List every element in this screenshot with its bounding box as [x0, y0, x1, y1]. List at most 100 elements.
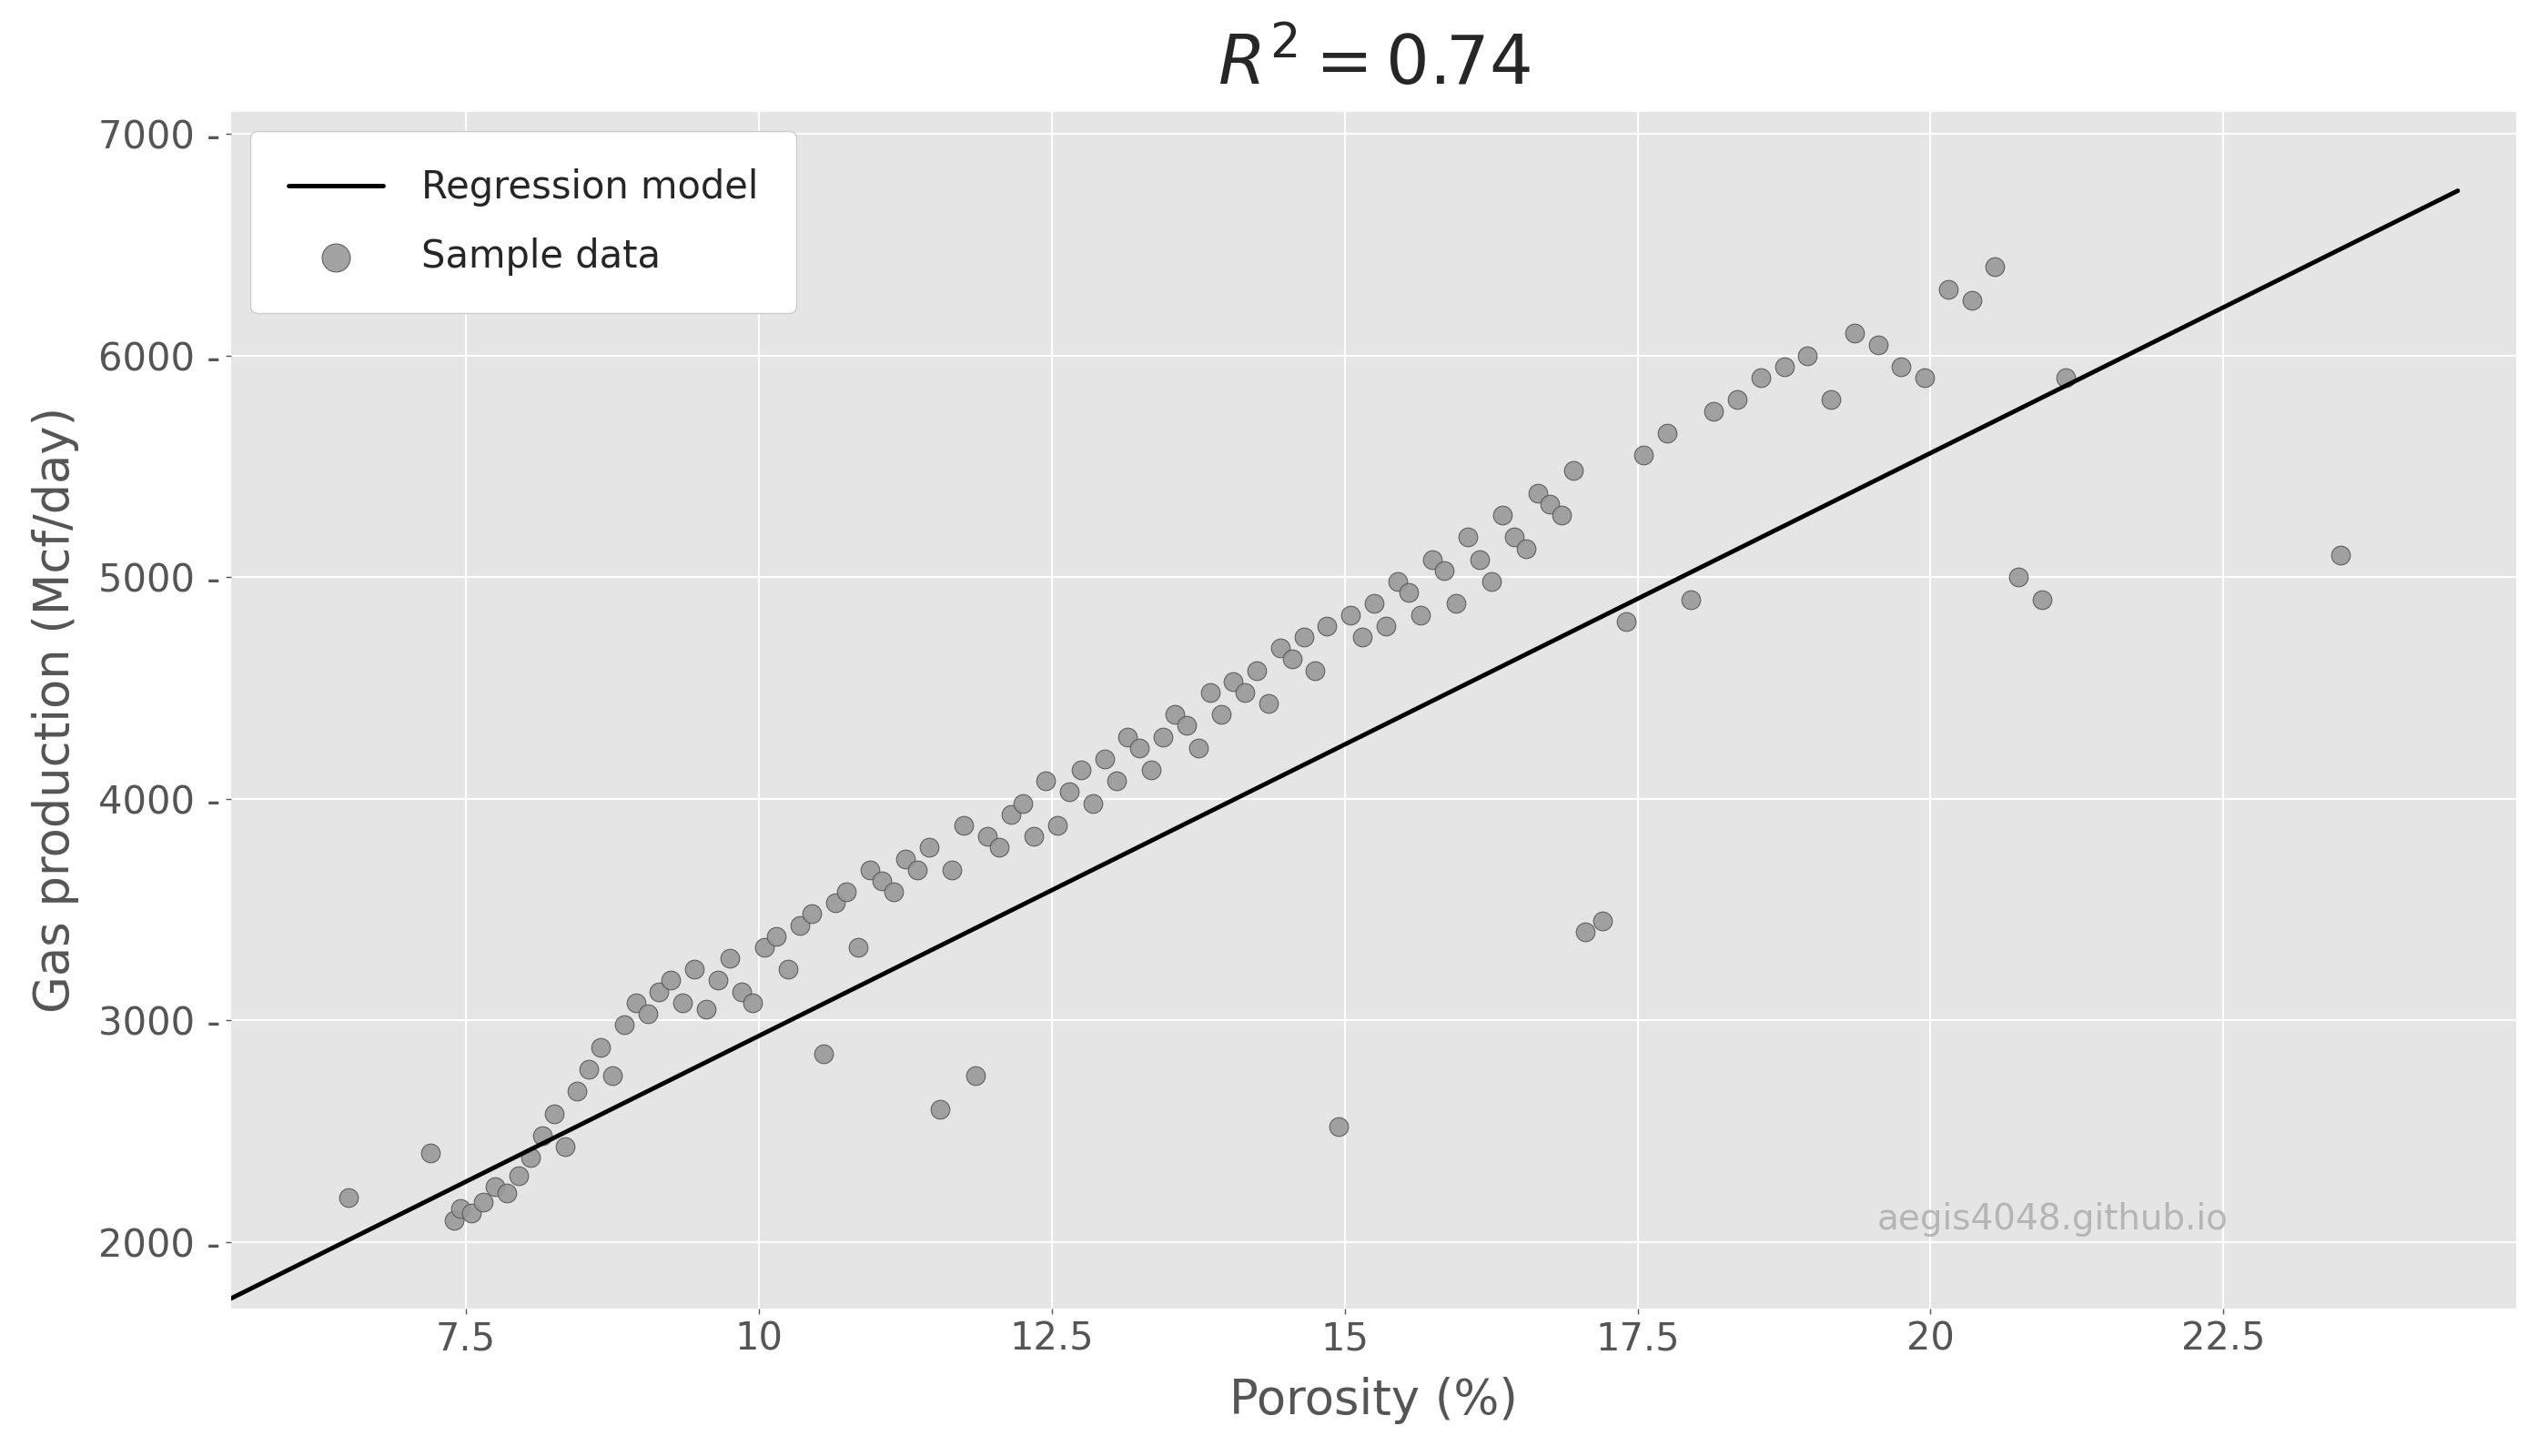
Sample data	[1929, 278, 1970, 301]
Sample data	[734, 992, 775, 1015]
Sample data	[1317, 1115, 1358, 1139]
Sample data	[1050, 780, 1091, 804]
Sample data	[1694, 399, 1735, 422]
Sample data	[1213, 670, 1254, 693]
Sample data	[650, 968, 691, 992]
Sample data	[978, 836, 1019, 859]
Sample data	[1412, 547, 1452, 571]
Sample data	[907, 836, 948, 859]
Sample data	[1014, 824, 1055, 847]
Sample data	[640, 980, 680, 1003]
Title: $R^2 = 0.74$: $R^2 = 0.74$	[1218, 32, 1531, 99]
Sample data	[1669, 588, 1710, 612]
Sample data	[329, 1187, 369, 1210]
Sample data	[1460, 547, 1501, 571]
Sample data	[1605, 610, 1646, 633]
Sample data	[627, 1002, 668, 1025]
Sample data	[1998, 565, 2038, 588]
Sample data	[2321, 543, 2362, 566]
Sample data	[1506, 537, 1547, 561]
Sample data	[1108, 725, 1149, 748]
Sample data	[1249, 692, 1289, 715]
Sample data	[1857, 333, 1898, 357]
Sample data	[433, 1208, 474, 1232]
Sample data	[451, 1201, 492, 1224]
Sample data	[1236, 658, 1277, 681]
Sample data	[1424, 559, 1465, 582]
Sample data	[558, 1080, 599, 1104]
Sample data	[1552, 459, 1592, 482]
Sample data	[522, 1124, 563, 1147]
Sample data	[1582, 909, 1623, 932]
Sample data	[1073, 792, 1113, 815]
Sample data	[1470, 569, 1511, 593]
Sample data	[1763, 355, 1804, 379]
Sample data	[708, 946, 749, 970]
Sample data	[2021, 588, 2061, 612]
Sample data	[1142, 725, 1182, 748]
Sample data	[441, 1197, 482, 1220]
Sample data	[545, 1136, 586, 1159]
Sample data	[591, 1064, 632, 1088]
Sample data	[1001, 792, 1042, 815]
Sample data	[943, 814, 984, 837]
Sample data	[780, 913, 820, 936]
Sample data	[744, 936, 785, 960]
Sample data	[1271, 648, 1312, 671]
Sample data	[1880, 355, 1921, 379]
Sample data	[1519, 482, 1559, 505]
Sample data	[1330, 603, 1371, 626]
Sample data	[1401, 603, 1442, 626]
Sample data	[1307, 614, 1348, 638]
Sample data	[1131, 759, 1172, 782]
Sample data	[675, 958, 716, 981]
Sample data	[1024, 769, 1065, 792]
Sample data	[897, 858, 938, 881]
Sample data	[767, 958, 808, 981]
Sample data	[1493, 526, 1534, 549]
Sample data	[662, 992, 703, 1015]
Y-axis label: Gas production (Mcf/day): Gas production (Mcf/day)	[31, 408, 79, 1013]
Sample data	[464, 1191, 505, 1214]
Sample data	[698, 968, 739, 992]
Sample data	[499, 1163, 540, 1187]
Sample data	[410, 1142, 451, 1165]
Sample data	[1376, 569, 1417, 593]
Sample data	[1226, 681, 1266, 705]
Sample data	[1542, 504, 1582, 527]
Sample data	[1167, 713, 1208, 737]
Sample data	[1564, 920, 1605, 943]
Sample data	[1740, 365, 1781, 389]
Sample data	[487, 1182, 527, 1206]
Sample data	[1083, 747, 1124, 770]
Sample data	[815, 891, 856, 914]
Sample data	[1903, 365, 1944, 389]
Sample data	[1529, 492, 1570, 515]
Sample data	[604, 1013, 645, 1037]
Sample data	[1119, 737, 1159, 760]
Sample data	[1284, 625, 1325, 648]
X-axis label: Porosity (%): Porosity (%)	[1231, 1377, 1519, 1424]
Sample data	[884, 847, 925, 871]
Sample data	[1060, 759, 1101, 782]
Sample data	[966, 824, 1006, 847]
Sample data	[933, 858, 973, 881]
Sample data	[721, 980, 762, 1003]
Sample data	[874, 881, 915, 904]
Sample data	[1096, 769, 1136, 792]
Sample data	[991, 802, 1032, 826]
Sample data	[1952, 288, 1993, 312]
Sample data	[1037, 814, 1078, 837]
Sample data	[826, 881, 866, 904]
Sample data	[956, 1064, 996, 1088]
Sample data	[1975, 255, 2015, 278]
Sample data	[1294, 658, 1335, 681]
Sample data	[1786, 344, 1827, 367]
Sample data	[1190, 681, 1231, 705]
Sample data	[2046, 365, 2087, 389]
Sample data	[803, 1042, 843, 1066]
Sample data	[1447, 526, 1488, 549]
Sample data	[1366, 614, 1406, 638]
Sample data	[1177, 737, 1218, 760]
Sample data	[1154, 703, 1195, 727]
